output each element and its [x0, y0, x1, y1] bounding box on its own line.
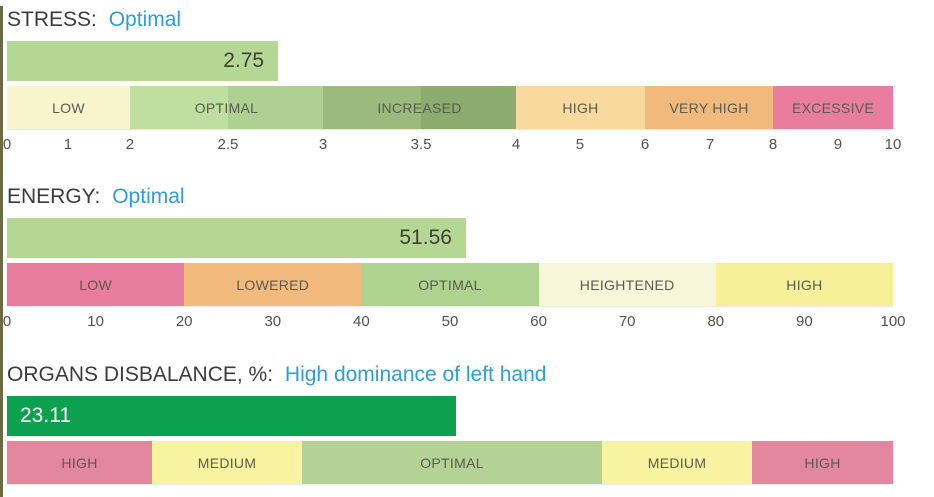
gauge-energy-status: Optimal	[112, 185, 185, 208]
axis-tick-label: 90	[796, 313, 813, 330]
zone-segment	[751, 441, 893, 484]
axis-tick-label: 50	[441, 313, 459, 330]
zone-segment	[227, 86, 324, 129]
energy-zone-strip: LOW LOWERED OPTIMAL HEIGHTENED HIGH	[7, 263, 893, 306]
axis-tick-label: 80	[707, 313, 725, 330]
zone-segment	[715, 263, 893, 306]
zone-segment	[644, 86, 773, 129]
zone-segment	[772, 86, 893, 129]
axis-tick-label: 4	[511, 136, 521, 153]
zone-segment	[7, 441, 153, 484]
gauge-organs-status: High dominance of left hand	[284, 363, 547, 386]
zone-segment	[129, 86, 228, 129]
stress-axis-ticks: 0 1 2 2.5 3 3.5 4 5 6 7 8 9 10	[3, 136, 902, 153]
axis-tick-label: 7	[705, 136, 715, 153]
axis-tick-label: 3.5	[410, 136, 432, 153]
zone-segment	[421, 86, 516, 129]
axis-tick-label: 3	[318, 136, 328, 153]
axis-tick-label: 6	[640, 136, 650, 153]
gauge-organs-title-label: ORGANS DISBALANCE, %:	[7, 363, 274, 386]
energy-value-bar: 51.56	[7, 218, 466, 258]
zone-segment	[7, 86, 130, 129]
gauge-energy: ENERGY: Optimal 51.56 LOW LOWERED OPTIMAL H…	[3, 183, 906, 330]
zone-segment	[361, 263, 539, 306]
axis-tick-label: 0	[2, 313, 12, 330]
gauge-stress: STRESS: Optimal 2.75 LOW OPTIMAL INCREASED…	[3, 6, 902, 153]
energy-axis-ticks: 0 10 20 30 40 50 60 70 80 90 100	[3, 313, 906, 330]
axis-tick-label: 20	[175, 313, 193, 330]
zone-segment	[184, 263, 362, 306]
zone-segment	[7, 263, 185, 306]
axis-tick-label: 100	[880, 313, 906, 330]
axis-tick-label: 2.5	[217, 136, 239, 153]
stress-value-bar: 2.75	[7, 41, 279, 81]
zone-segment	[152, 441, 303, 484]
zone-segment	[538, 263, 716, 306]
stress-zone-strip: LOW OPTIMAL INCREASED HIGH VERY HIGH EXCESSIV…	[7, 86, 893, 129]
axis-tick-label: 0	[2, 136, 12, 153]
report-panel: STRESS: Optimal 2.75 LOW OPTIMAL INCREASED…	[3, 6, 906, 484]
axis-tick-label: 40	[353, 313, 370, 330]
axis-tick-label: 9	[833, 136, 843, 153]
axis-tick-label: 2	[125, 136, 135, 153]
gauge-stress-title-label: STRESS:	[7, 8, 97, 31]
axis-tick-label: 8	[768, 136, 778, 153]
stress-value-label: 2.75	[223, 49, 265, 72]
axis-tick-label: 5	[575, 136, 585, 153]
gauge-energy-title-label: ENERGY:	[7, 185, 101, 208]
zone-segment	[323, 86, 421, 129]
energy-value-label: 51.56	[399, 226, 452, 249]
gauge-organs-disbalance: ORGANS DISBALANCE, %: High dominance of …	[7, 361, 893, 484]
organs-value-label: 23.11	[20, 404, 71, 427]
zone-segment	[302, 441, 602, 484]
zone-segment	[515, 86, 645, 129]
axis-tick-label: 60	[530, 313, 547, 330]
gauge-energy-title: ENERGY: Optimal	[7, 183, 893, 210]
organs-value-bar: 23.11	[7, 396, 457, 436]
gauge-organs-title: ORGANS DISBALANCE, %: High dominance of …	[7, 361, 893, 388]
zone-segment	[602, 441, 752, 484]
organs-zone-strip: HIGH MEDIUM OPTIMAL MEDIUM HIGH	[7, 441, 893, 484]
gauge-stress-status: Optimal	[108, 8, 182, 31]
axis-tick-label: 1	[63, 136, 73, 153]
gauge-stress-title: STRESS: Optimal	[7, 6, 893, 33]
axis-tick-label: 30	[264, 313, 282, 330]
axis-tick-label: 70	[618, 313, 636, 330]
axis-tick-label: 10	[884, 136, 902, 153]
axis-tick-label: 10	[87, 313, 104, 330]
